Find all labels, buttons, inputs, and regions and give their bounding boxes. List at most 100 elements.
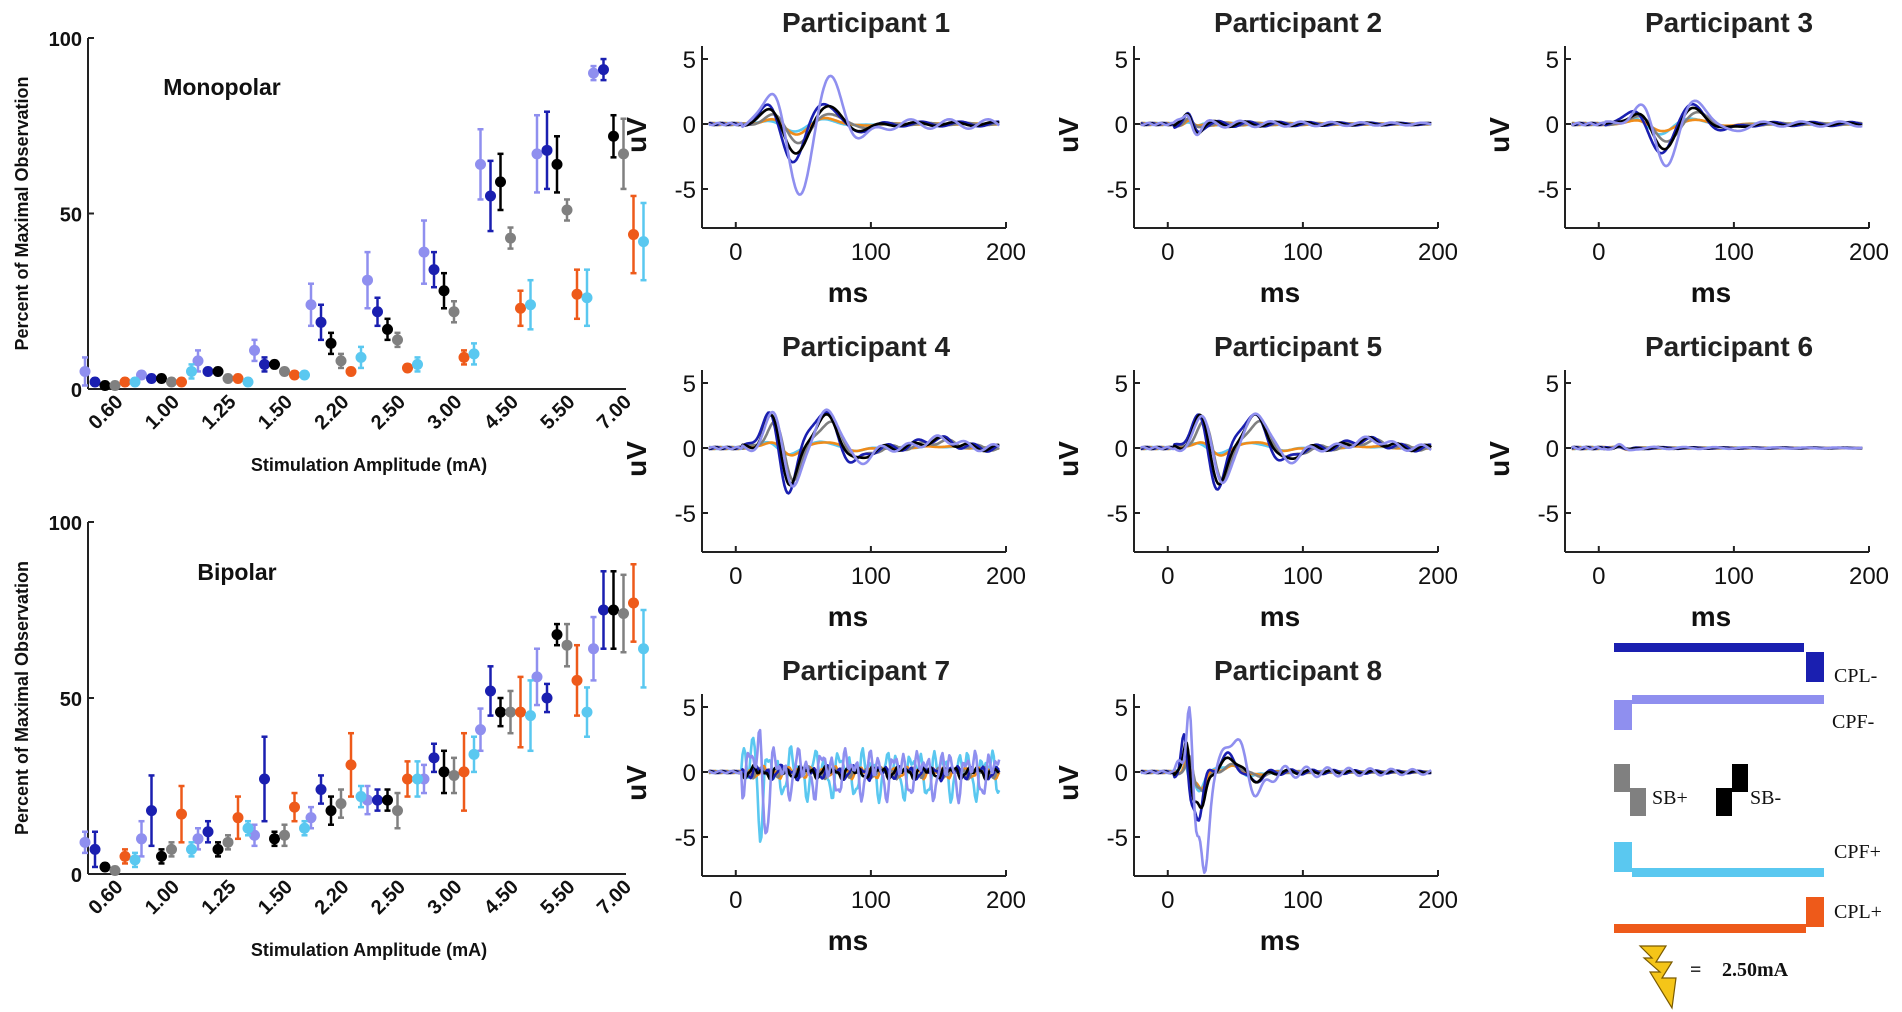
y-tick-label: 0 xyxy=(1546,436,1559,463)
data-point xyxy=(581,706,593,718)
data-point xyxy=(335,355,347,367)
data-point xyxy=(428,752,440,764)
data-point xyxy=(418,246,430,258)
y-tick-label: 0 xyxy=(71,380,82,402)
data-point xyxy=(402,773,413,785)
x-tick-label: 200 xyxy=(986,563,1026,590)
data-point xyxy=(222,836,234,848)
panel-title: Participant 7 xyxy=(782,655,950,686)
y-tick-label: 0 xyxy=(1115,436,1128,463)
data-point xyxy=(166,843,177,855)
data-point xyxy=(618,148,629,160)
legend-label-sb-minus: SB- xyxy=(1750,787,1781,809)
panel-label-monopolar: Monopolar xyxy=(163,74,281,100)
electrode-legend: CPL- CPF- SB+ SB- CPF+ CPL+ = 2.50mA xyxy=(1614,643,1882,1010)
y-tick-label: 0 xyxy=(683,760,696,787)
data-point xyxy=(525,299,536,311)
data-point xyxy=(79,836,91,848)
data-point xyxy=(525,710,536,722)
x-axis-label: ms xyxy=(828,601,868,632)
y-axis-label: uV xyxy=(1484,117,1515,153)
data-point xyxy=(249,829,260,841)
data-point xyxy=(119,850,131,862)
panel-title: Participant 4 xyxy=(782,331,950,362)
x-tick-label: 100 xyxy=(1283,887,1323,914)
x-tick-label: 0 xyxy=(729,239,742,266)
panel-title: Participant 8 xyxy=(1214,655,1382,686)
x-tick-label: 200 xyxy=(1849,239,1889,266)
y-tick-label: -5 xyxy=(1107,825,1128,852)
data-point xyxy=(608,130,619,142)
x-tick-label: 2.50 xyxy=(367,876,410,919)
data-point xyxy=(505,232,516,244)
data-point xyxy=(99,861,111,873)
data-point xyxy=(571,288,583,300)
data-point xyxy=(289,369,300,381)
data-point xyxy=(279,365,290,377)
legend-cpl-plus-line xyxy=(1614,924,1806,933)
data-point xyxy=(581,292,593,304)
x-tick-label: 5.50 xyxy=(536,391,579,434)
x-tick-label: 200 xyxy=(1418,563,1458,590)
x-tick-label: 200 xyxy=(1849,563,1889,590)
x-axis-label: ms xyxy=(828,925,868,956)
data-point xyxy=(335,798,347,810)
data-point xyxy=(515,302,526,314)
x-axis-label: Stimulation Amplitude (mA) xyxy=(251,940,487,960)
data-point xyxy=(412,358,423,370)
y-tick-label: -5 xyxy=(1538,177,1559,204)
data-point xyxy=(485,685,496,697)
data-point xyxy=(99,379,111,391)
data-point xyxy=(345,759,357,771)
trace-cpl-minus xyxy=(708,102,1000,164)
x-tick-label: 200 xyxy=(1418,887,1458,914)
legend-equals-sign: = xyxy=(1690,959,1701,981)
trace-cpl-minusplus xyxy=(708,764,1001,781)
data-point xyxy=(232,812,244,824)
legend-label-cpf-minus: CPF- xyxy=(1832,711,1874,733)
y-tick-label: 0 xyxy=(71,865,82,887)
x-tick-label: 7.00 xyxy=(593,391,636,434)
data-point xyxy=(588,67,599,79)
data-point xyxy=(299,822,310,834)
data-point xyxy=(289,801,300,813)
data-point xyxy=(305,812,317,824)
data-point xyxy=(475,724,486,736)
data-point xyxy=(448,306,460,318)
data-point xyxy=(355,351,367,363)
data-point xyxy=(468,348,480,360)
x-tick-label: 0 xyxy=(1592,239,1605,266)
data-point xyxy=(299,369,310,381)
data-point xyxy=(618,608,629,620)
data-point xyxy=(382,323,393,335)
legend-label-cpl-plus: CPL+ xyxy=(1834,901,1882,923)
legend-label-cpf-plus: CPF+ xyxy=(1834,841,1881,863)
data-point xyxy=(345,365,357,377)
data-point xyxy=(402,362,413,374)
data-point xyxy=(242,376,254,388)
trace-cpf-minus xyxy=(708,728,1001,835)
data-point xyxy=(109,379,121,391)
x-tick-label: 4.50 xyxy=(480,391,523,434)
data-point xyxy=(186,365,197,377)
data-point xyxy=(355,791,367,803)
data-point xyxy=(146,805,157,817)
x-tick-label: 100 xyxy=(1283,563,1323,590)
y-axis-label: Percent of Maximal Observation xyxy=(12,76,32,350)
x-tick-label: 0 xyxy=(729,887,742,914)
legend-amplitude-label: 2.50mA xyxy=(1722,959,1789,981)
trace-cpf-minus xyxy=(708,408,1000,488)
data-point xyxy=(176,808,187,820)
x-tick-label: 0 xyxy=(1161,887,1174,914)
x-tick-label: 1.25 xyxy=(197,391,240,434)
data-point xyxy=(305,299,317,311)
data-point xyxy=(495,176,506,188)
y-tick-label: -5 xyxy=(675,177,696,204)
y-tick-label: 0 xyxy=(1546,112,1559,139)
panel-title: Participant 6 xyxy=(1645,331,1813,362)
x-axis-label: ms xyxy=(828,277,868,308)
data-point xyxy=(428,264,440,276)
data-point xyxy=(551,629,563,641)
